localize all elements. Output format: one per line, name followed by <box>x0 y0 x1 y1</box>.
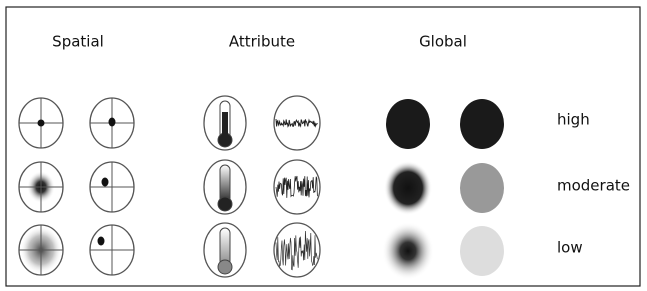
spatial-icon <box>90 225 134 275</box>
spatial-icon <box>90 98 134 148</box>
spatial-icon <box>19 225 63 275</box>
column-header: Global <box>419 33 467 51</box>
global-icon <box>384 161 432 215</box>
column-header: Spatial <box>52 33 104 51</box>
noise-icon <box>274 223 320 277</box>
global-icon <box>460 163 504 213</box>
thermometer-icon <box>204 96 246 150</box>
row-label: moderate <box>557 177 630 195</box>
row-label: low <box>557 239 583 257</box>
thermometer-icon <box>204 223 246 277</box>
global-icon <box>382 222 434 280</box>
thermometer-icon <box>204 160 246 214</box>
noise-icon <box>274 160 320 214</box>
spatial-icon <box>90 162 134 212</box>
spatial-icon <box>19 162 63 212</box>
spatial-icon <box>19 98 63 148</box>
row-label: high <box>557 111 590 129</box>
global-icon <box>386 99 430 149</box>
figure: Spatial Attribute Global high moderate l… <box>0 0 647 291</box>
global-icon <box>460 99 504 149</box>
global-icon <box>460 226 504 276</box>
noise-icon <box>274 96 320 150</box>
column-header: Attribute <box>229 33 295 51</box>
